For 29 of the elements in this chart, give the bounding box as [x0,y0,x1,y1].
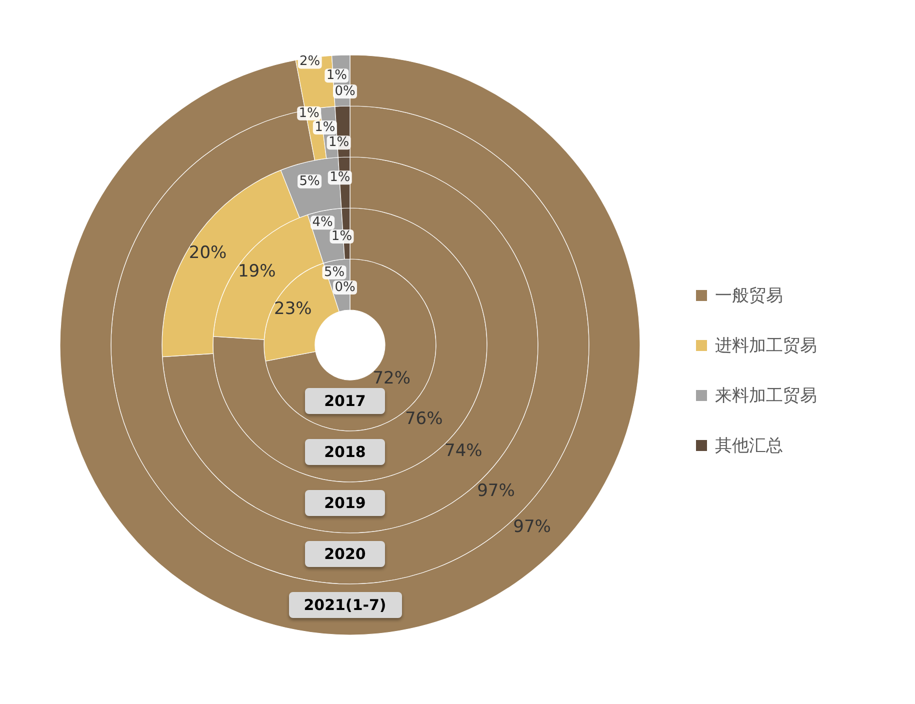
legend-label: 来料加工贸易 [715,384,817,406]
legend-label: 进料加工贸易 [715,334,817,356]
slice-label: 2021(1-7) [288,592,402,618]
data-label: 1% [314,120,336,135]
slice-label: 2020 [305,540,385,566]
data-label: 19% [238,262,276,282]
data-label: 97% [513,517,551,538]
data-label: 5% [324,264,345,280]
data-label: 1% [331,229,352,244]
data-label: 20% [188,242,227,263]
data-label: 97% [477,480,515,501]
data-label: 76% [404,408,443,429]
legend-label: 一般贸易 [715,284,783,306]
data-label: 23% [274,299,312,320]
data-label: 2% [300,54,320,70]
data-label: 1% [326,68,348,84]
data-label: 72% [372,368,411,389]
data-label: 1% [328,135,350,150]
data-label: 1% [298,106,320,121]
data-label: 5% [299,174,320,189]
data-label: 74% [444,441,482,462]
data-label: 1% [330,170,350,186]
slice-label: 2017 [305,388,385,414]
text: 0% [334,280,356,295]
slice-label: 2018 [305,438,385,464]
data-label: 4% [312,215,333,230]
text: 0% [334,84,356,99]
slice-label: 2019 [305,490,385,516]
legend-label: 其他汇总 [715,434,783,456]
